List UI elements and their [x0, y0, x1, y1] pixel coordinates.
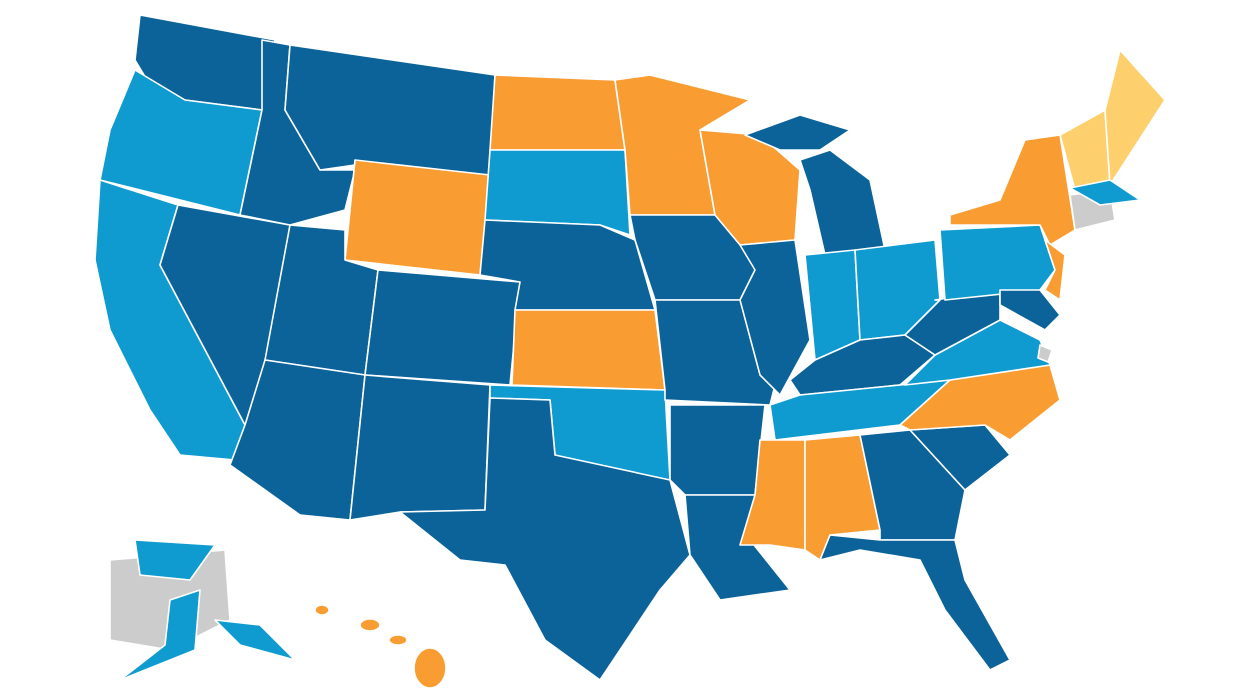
state — [1069, 179, 1141, 206]
state — [344, 159, 491, 276]
state — [399, 397, 691, 681]
state — [739, 239, 811, 396]
island — [314, 604, 330, 616]
state — [489, 74, 626, 151]
state — [1037, 344, 1053, 363]
state — [999, 289, 1061, 331]
island — [359, 618, 381, 632]
state — [119, 589, 201, 681]
state — [214, 619, 296, 661]
state — [744, 114, 851, 151]
state — [511, 309, 666, 391]
state — [349, 374, 491, 521]
state — [819, 534, 1011, 671]
state — [939, 224, 1056, 301]
state — [284, 44, 496, 176]
state — [799, 149, 886, 256]
state — [1104, 49, 1166, 186]
states — [94, 14, 1166, 689]
island — [388, 634, 408, 646]
island — [413, 647, 447, 689]
state — [669, 404, 766, 496]
state — [484, 149, 631, 236]
state — [134, 539, 216, 581]
state — [1044, 239, 1066, 301]
state — [364, 269, 521, 386]
